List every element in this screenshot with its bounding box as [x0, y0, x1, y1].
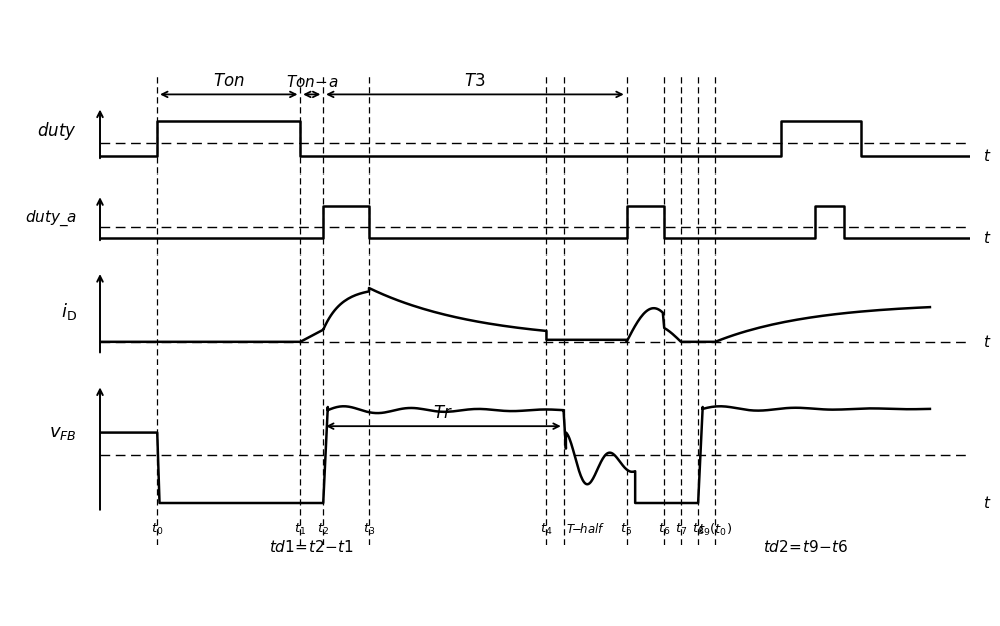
Text: $\mathit{duty\_a}$: $\mathit{duty\_a}$: [25, 209, 77, 228]
Text: $t_4$: $t_4$: [540, 522, 553, 537]
Text: $\mathit{Ton\!-\!a}$: $\mathit{Ton\!-\!a}$: [286, 74, 338, 90]
Text: $t_9(t_0)$: $t_9(t_0)$: [698, 522, 732, 538]
Text: $t_1$: $t_1$: [294, 522, 306, 537]
Text: $\mathit{t}$: $\mathit{t}$: [983, 334, 991, 350]
Text: $t_8$: $t_8$: [692, 522, 704, 537]
Text: $\mathit{t}$: $\mathit{t}$: [983, 230, 991, 246]
Text: $t_5$: $t_5$: [620, 522, 633, 537]
Text: $t_6$: $t_6$: [658, 522, 670, 537]
Text: $\mathit{Ton}$: $\mathit{Ton}$: [213, 72, 245, 90]
Text: $td2\!=\!t9\!-\!t6$: $td2\!=\!t9\!-\!t6$: [763, 540, 849, 555]
Text: $\mathit{duty}$: $\mathit{duty}$: [37, 120, 77, 142]
Text: $t_7$: $t_7$: [675, 522, 687, 537]
Text: $\mathit{v}_{\mathit{FB}}$: $\mathit{v}_{\mathit{FB}}$: [49, 424, 77, 441]
Text: $\mathit{t}$: $\mathit{t}$: [983, 148, 991, 164]
Text: $\mathit{Tr}$: $\mathit{Tr}$: [433, 404, 453, 423]
Text: $\mathit{t}$: $\mathit{t}$: [983, 495, 991, 511]
Text: $td1\!=\!t2\!-\!t1$: $td1\!=\!t2\!-\!t1$: [269, 540, 354, 555]
Text: $t_3$: $t_3$: [363, 522, 375, 537]
Text: $T\!\!-\!\!half$: $T\!\!-\!\!half$: [566, 522, 606, 536]
Text: $\mathit{i}_\mathrm{D}$: $\mathit{i}_\mathrm{D}$: [61, 301, 77, 322]
Text: $\mathit{T3}$: $\mathit{T3}$: [464, 72, 486, 90]
Text: $t_2$: $t_2$: [317, 522, 329, 537]
Text: $t_0$: $t_0$: [151, 522, 163, 537]
